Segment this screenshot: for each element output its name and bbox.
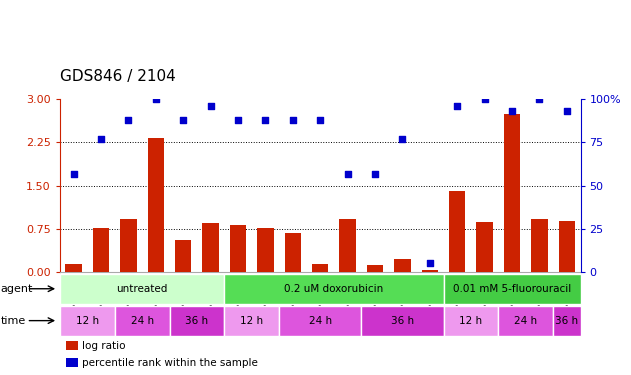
Text: 36 h: 36 h <box>555 316 579 326</box>
Point <box>206 103 216 109</box>
Bar <box>444 306 498 336</box>
Bar <box>531 219 548 272</box>
Point <box>96 136 106 142</box>
Point <box>69 171 79 177</box>
Point <box>507 108 517 114</box>
Bar <box>60 306 115 336</box>
Bar <box>148 138 164 272</box>
Bar <box>312 264 329 272</box>
Text: 0.2 uM doxorubicin: 0.2 uM doxorubicin <box>285 284 384 294</box>
Point <box>343 171 353 177</box>
Point <box>124 117 134 123</box>
Bar <box>422 270 438 272</box>
Bar <box>285 233 301 272</box>
Text: 24 h: 24 h <box>131 316 154 326</box>
Point <box>534 96 545 102</box>
Point <box>315 117 326 123</box>
Point <box>452 103 463 109</box>
Bar <box>225 274 444 304</box>
Bar <box>498 306 553 336</box>
Point <box>562 108 572 114</box>
Point <box>480 96 490 102</box>
Bar <box>362 306 444 336</box>
Bar <box>93 228 109 272</box>
Bar <box>339 219 356 272</box>
Point <box>178 117 188 123</box>
Text: 0.01 mM 5-fluorouracil: 0.01 mM 5-fluorouracil <box>453 284 571 294</box>
Bar <box>230 225 246 272</box>
Point <box>288 117 298 123</box>
Bar <box>444 274 581 304</box>
Bar <box>504 114 520 272</box>
Bar <box>449 191 466 272</box>
Text: log ratio: log ratio <box>82 341 126 351</box>
Point <box>425 260 435 266</box>
Bar <box>553 306 581 336</box>
Bar <box>175 240 191 272</box>
Text: GDS846 / 2104: GDS846 / 2104 <box>60 69 175 84</box>
Bar <box>66 264 82 272</box>
Bar <box>257 228 274 272</box>
Text: 36 h: 36 h <box>186 316 208 326</box>
Bar <box>121 219 137 272</box>
Point <box>398 136 408 142</box>
Bar <box>367 265 383 272</box>
Bar <box>115 306 170 336</box>
Text: 24 h: 24 h <box>309 316 332 326</box>
Text: agent: agent <box>1 284 33 294</box>
Text: 12 h: 12 h <box>76 316 99 326</box>
Bar <box>170 306 225 336</box>
Bar <box>394 259 411 272</box>
Text: 12 h: 12 h <box>240 316 263 326</box>
Text: time: time <box>1 316 26 326</box>
Bar <box>558 221 575 272</box>
Bar <box>476 222 493 272</box>
Text: 36 h: 36 h <box>391 316 414 326</box>
Text: 24 h: 24 h <box>514 316 537 326</box>
Bar <box>279 306 362 336</box>
Text: untreated: untreated <box>117 284 168 294</box>
Point <box>370 171 380 177</box>
Bar <box>203 223 219 272</box>
Point <box>151 96 161 102</box>
Point <box>261 117 271 123</box>
Bar <box>60 274 225 304</box>
Bar <box>225 306 279 336</box>
Text: percentile rank within the sample: percentile rank within the sample <box>82 358 258 368</box>
Text: 12 h: 12 h <box>459 316 483 326</box>
Point <box>233 117 243 123</box>
